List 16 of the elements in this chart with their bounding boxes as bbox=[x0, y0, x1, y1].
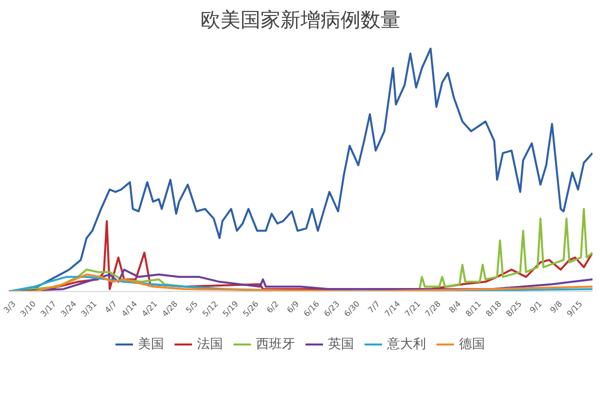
legend-label: 美国 bbox=[138, 336, 164, 353]
x-tick-label: 8/4 bbox=[447, 299, 463, 315]
chart-title: 欧美国家新增病例数量 bbox=[200, 8, 400, 32]
legend-label: 西班牙 bbox=[256, 336, 295, 353]
x-tick-label: 9/8 bbox=[548, 299, 564, 315]
legend-label: 德国 bbox=[459, 336, 485, 353]
legend-label: 英国 bbox=[328, 336, 354, 353]
x-tick-label: 4/7 bbox=[103, 299, 119, 315]
x-tick-label: 5/5 bbox=[184, 299, 200, 315]
x-tick-label: 9/1 bbox=[528, 299, 544, 315]
x-tick-label: 6/9 bbox=[285, 299, 301, 315]
legend-label: 法国 bbox=[197, 336, 223, 353]
legend-label: 意大利 bbox=[387, 336, 426, 353]
x-tick-label: 6/2 bbox=[265, 299, 281, 315]
x-tick-label: 7/7 bbox=[366, 299, 382, 315]
x-tick-label: 3/3 bbox=[2, 299, 18, 315]
